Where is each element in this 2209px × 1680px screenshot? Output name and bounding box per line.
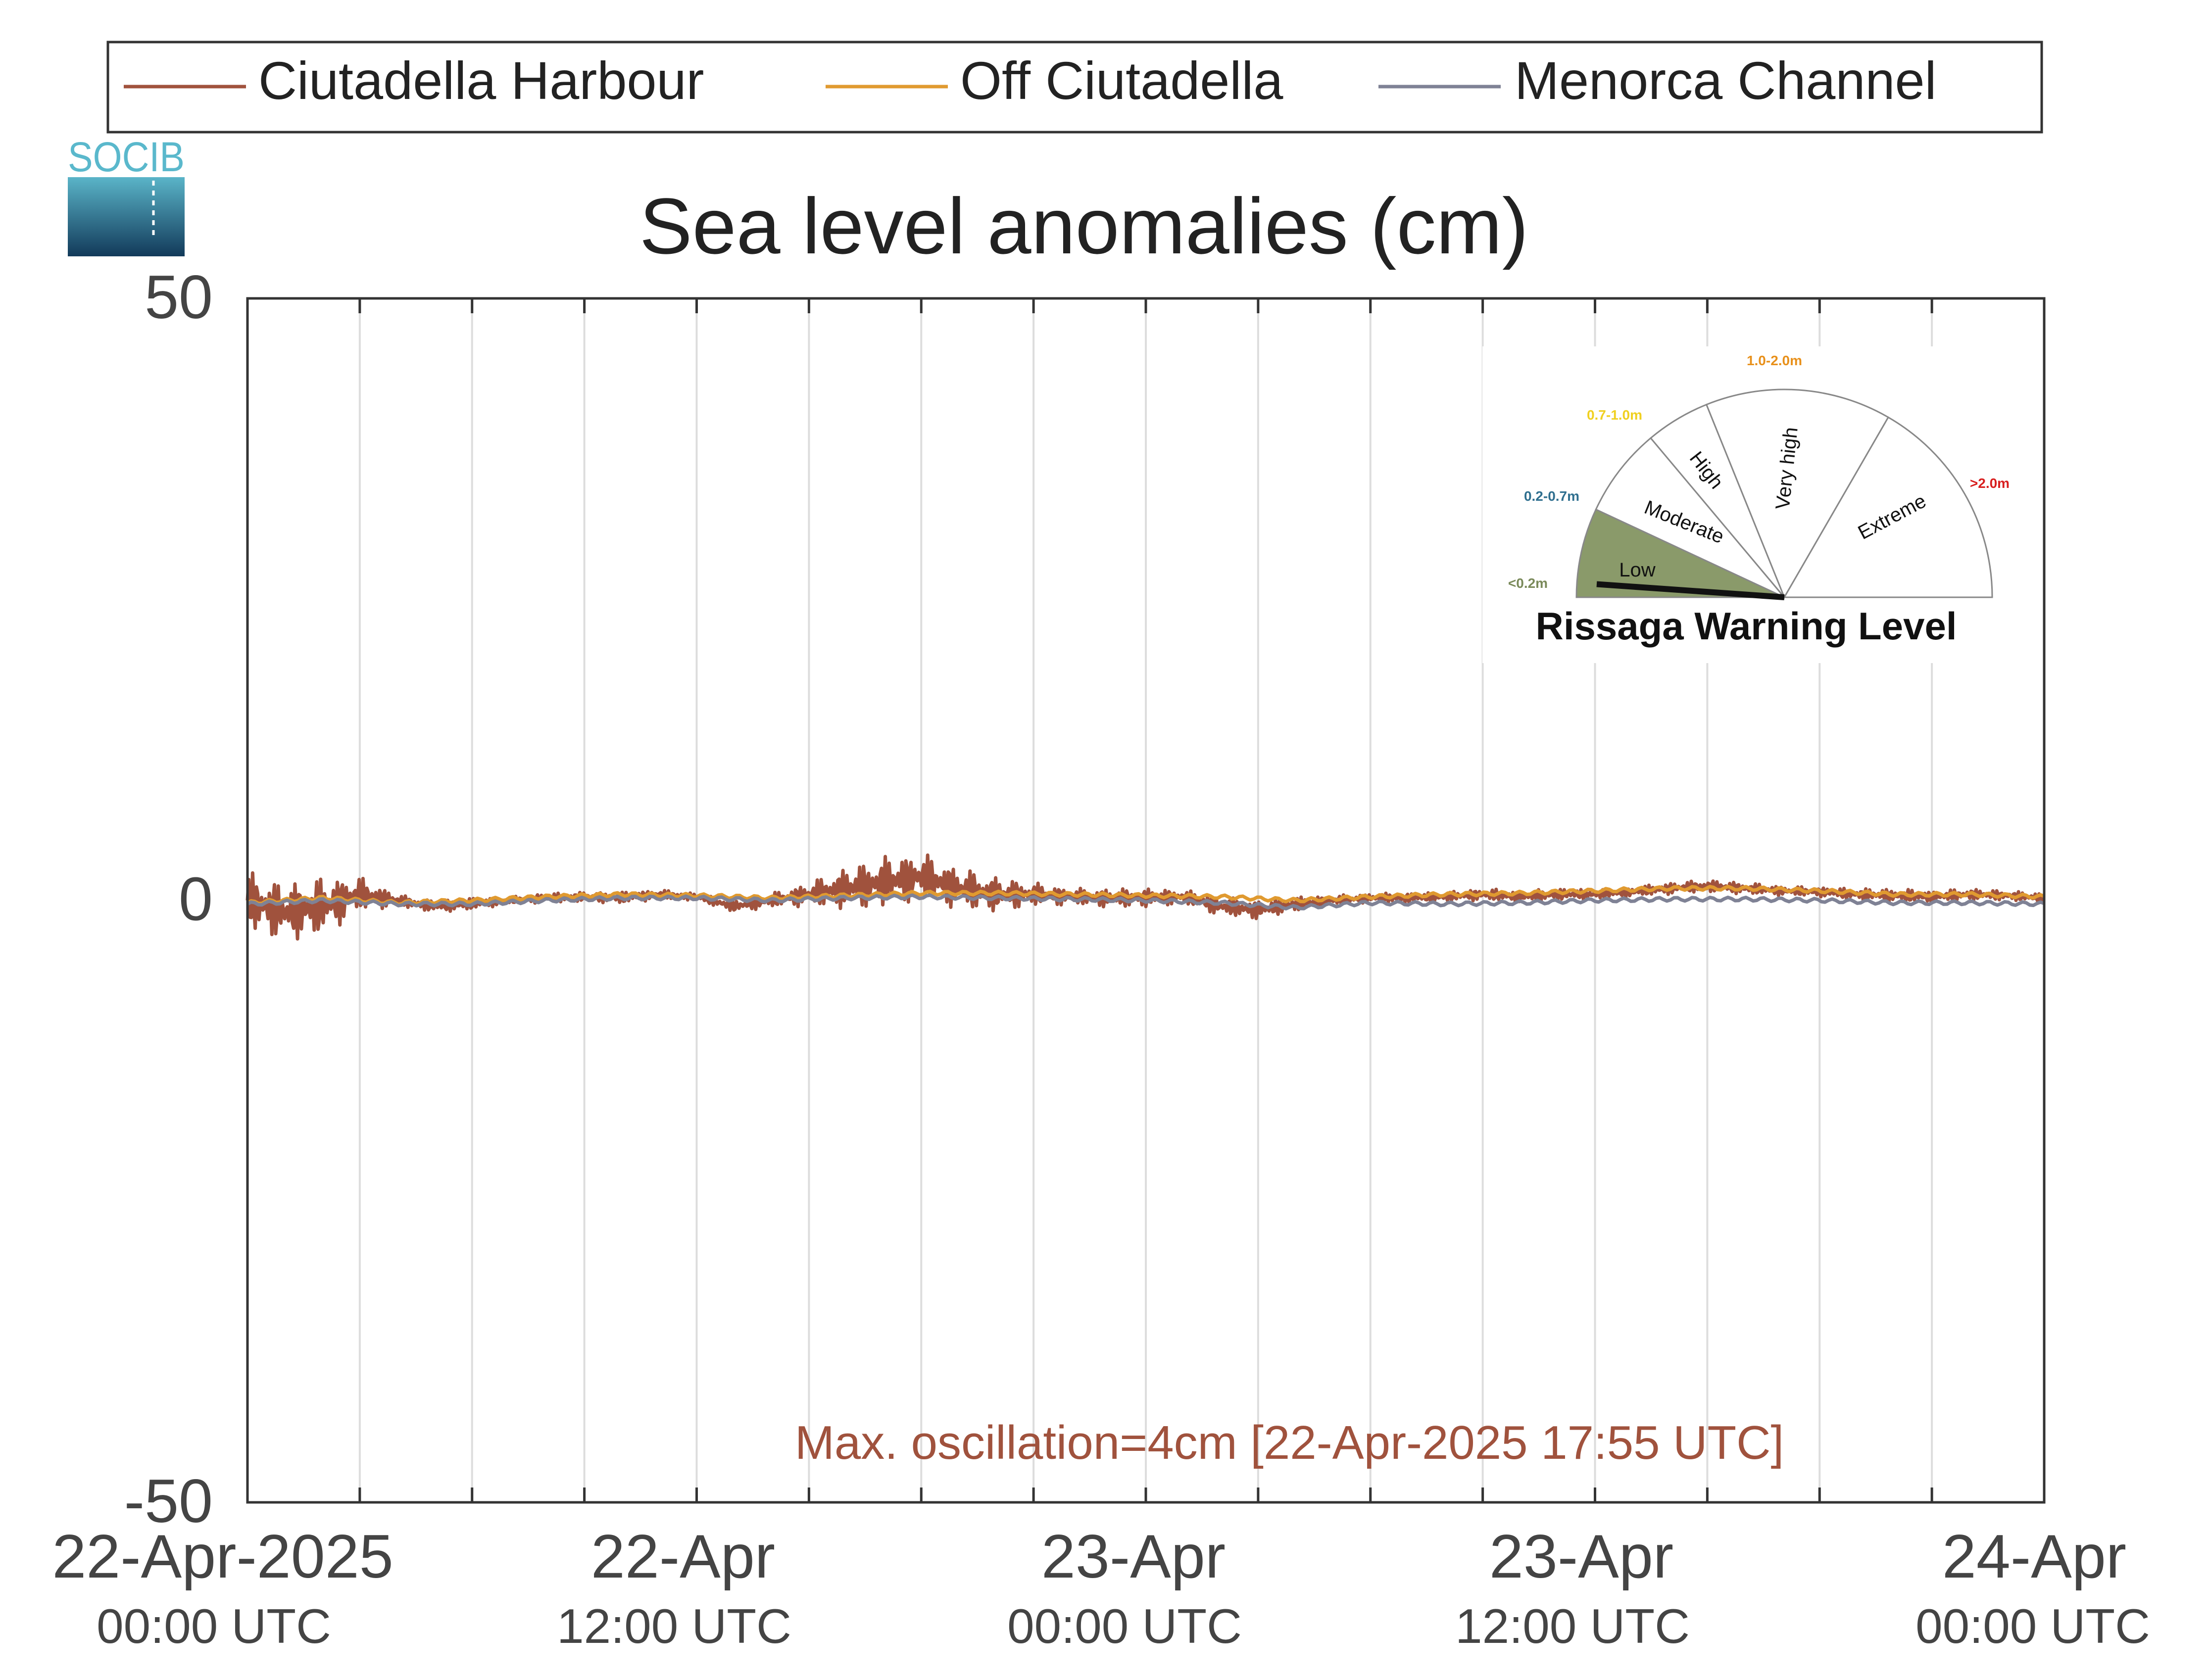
y-tick-label: 0 xyxy=(179,865,213,934)
socib-logo: SOCIB xyxy=(68,134,185,256)
gauge-title: Rissaga Warning Level xyxy=(1535,604,1957,648)
x-tick-sublabel: 12:00 UTC xyxy=(557,1599,791,1653)
gauge-range-high: 0.7-1.0m xyxy=(1587,407,1642,423)
x-tick-sublabel: 00:00 UTC xyxy=(1007,1599,1242,1653)
socib-logo-wave xyxy=(68,177,185,256)
legend-label-menorca-channel: Menorca Channel xyxy=(1515,50,1937,110)
gauge-range-moderate: 0.2-0.7m xyxy=(1524,488,1579,504)
series-lines xyxy=(245,853,2046,941)
socib-logo-text: SOCIB xyxy=(68,134,185,180)
legend-item-ciutadella-harbour: Ciutadella Harbour xyxy=(124,50,704,110)
legend-label-off-ciutadella: Off Ciutadella xyxy=(960,50,1283,110)
gauge-segment-very-high xyxy=(1705,388,1890,599)
x-tick-label: 22-Apr xyxy=(591,1523,775,1591)
y-tick-label: -50 xyxy=(124,1467,213,1536)
gauge-range-very-high: 1.0-2.0m xyxy=(1747,353,1802,368)
gauge-segment-low xyxy=(1575,508,1785,598)
gauge-segment-moderate xyxy=(1595,437,1785,598)
legend-item-off-ciutadella: Off Ciutadella xyxy=(826,50,1283,110)
gauge-segment-extreme xyxy=(1783,416,1993,598)
gauge-label-low: Low xyxy=(1619,559,1655,581)
x-tick-label: 22-Apr-2025 xyxy=(52,1523,393,1591)
rissaga-gauge: Rissaga Warning Level Low<0.2mModerate0.… xyxy=(1482,346,2027,663)
max-oscillation-annotation: Max. oscillation=4cm [22-Apr-2025 17:55 … xyxy=(795,1416,1784,1469)
legend: Ciutadella Harbour Off Ciutadella Menorc… xyxy=(106,41,2043,134)
y-tick-label: 50 xyxy=(145,263,213,332)
series-line-menorca-channel xyxy=(246,893,2045,911)
x-tick-label: 23-Apr xyxy=(1041,1523,1226,1591)
legend-label-ciutadella-harbour: Ciutadella Harbour xyxy=(258,50,704,110)
chart-title: Sea level anomalies (cm) xyxy=(639,182,1528,270)
gauge-range-extreme: >2.0m xyxy=(1970,476,2010,491)
x-tick-sublabel: 00:00 UTC xyxy=(97,1599,331,1653)
x-tick-sublabel: 00:00 UTC xyxy=(1915,1599,2150,1653)
x-tick-label: 23-Apr xyxy=(1489,1523,1673,1591)
gauge-range-low: <0.2m xyxy=(1508,576,1548,591)
x-tick-sublabel: 12:00 UTC xyxy=(1455,1599,1690,1653)
series-line-off-ciutadella xyxy=(246,885,2045,907)
x-tick-label: 24-Apr xyxy=(1942,1523,2126,1591)
legend-item-menorca-channel: Menorca Channel xyxy=(1378,50,1937,110)
gauge-needle xyxy=(1596,581,1785,600)
